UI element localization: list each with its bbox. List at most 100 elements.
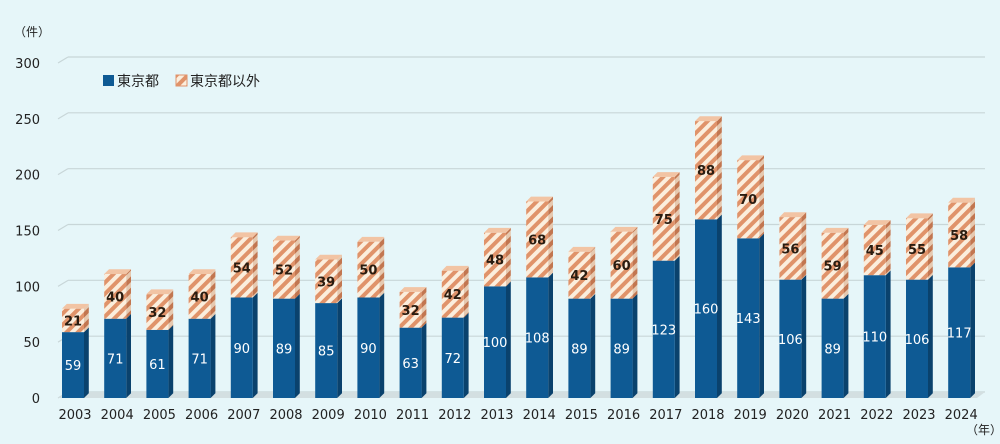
bar-segment-tokyo [863, 275, 886, 398]
bar-segment-tokyo [273, 298, 295, 398]
bar-top [737, 155, 764, 161]
data-label: 108 [525, 332, 550, 347]
bar-top [948, 197, 975, 203]
bar-group-2024: 117 58 [947, 197, 975, 398]
data-label: 71 [107, 352, 124, 367]
bar-side [674, 172, 680, 261]
bar-side [126, 313, 131, 398]
bar-group-2005: 61 32 [146, 289, 174, 398]
bar-group-2011: 63 32 [399, 287, 427, 398]
y-tick-label: 150 [15, 225, 40, 240]
data-label: 90 [234, 342, 251, 357]
bar-segment-outside-tokyo [695, 121, 717, 220]
bar-group-2023: 106 55 [905, 213, 933, 398]
gridline-depth [57, 223, 69, 232]
bar-segment-tokyo [568, 298, 591, 398]
bar-segment-outside-tokyo [948, 202, 971, 268]
bar-side [506, 227, 511, 287]
bar-top [188, 269, 216, 275]
bar-side [379, 236, 385, 298]
bar-segment-outside-tokyo [737, 160, 760, 239]
bar-segment-outside-tokyo [441, 270, 464, 318]
bar-segment-outside-tokyo [357, 241, 380, 298]
y-tick-label: 100 [15, 280, 40, 295]
bar-group-2008: 89 52 [273, 235, 300, 398]
bar-segment-outside-tokyo [104, 274, 127, 319]
bar-side [463, 312, 469, 398]
bar-segment-outside-tokyo [863, 224, 886, 276]
legend-label-tokyo: 東京都 [117, 74, 159, 90]
bar-group-2013: 100 48 [483, 227, 511, 398]
x-tick-label: 2022 [860, 408, 893, 423]
x-tick-label: 2021 [818, 408, 851, 423]
bar-side [252, 292, 258, 398]
data-label: 45 [866, 244, 884, 259]
bar-group-2019: 143 70 [736, 155, 764, 398]
bar-top [62, 303, 89, 309]
y-tick-label: 0 [32, 392, 40, 407]
data-label: 88 [697, 164, 715, 179]
bar-top [441, 265, 469, 271]
bar-side [843, 227, 849, 299]
bar-side [168, 289, 174, 330]
bar-group-2007: 90 54 [230, 232, 258, 398]
data-label: 110 [862, 331, 887, 346]
bar-segment-tokyo [526, 277, 549, 398]
bar-side [84, 303, 89, 333]
bar-side [295, 235, 300, 299]
data-label: 160 [694, 303, 719, 318]
x-tick-label: 2009 [312, 408, 345, 423]
x-tick-label: 2023 [902, 408, 935, 423]
bar-side [759, 233, 764, 398]
data-label: 61 [149, 358, 166, 373]
bar-side [210, 269, 216, 319]
bar-side [548, 272, 553, 398]
bar-segment-outside-tokyo [273, 240, 295, 299]
bar-top [357, 236, 385, 242]
bar-segment-tokyo [146, 329, 169, 398]
bar-segment-tokyo [821, 298, 844, 398]
bar-segment-outside-tokyo [484, 232, 506, 287]
bar-side [674, 255, 680, 398]
bar-segment-tokyo [906, 279, 928, 398]
x-tick-label: 2015 [565, 408, 598, 423]
bar-side [885, 270, 891, 398]
data-label: 52 [275, 264, 293, 279]
bar-segment-tokyo [948, 267, 971, 398]
gridline-depth [57, 168, 69, 176]
bar-segment-outside-tokyo [652, 176, 675, 261]
data-label: 42 [570, 269, 588, 284]
bar-top [695, 116, 722, 122]
bar-top [568, 246, 596, 252]
bar-side [295, 293, 300, 398]
y-tick-label: 50 [23, 336, 40, 351]
bar-side [421, 322, 427, 398]
bar-top [779, 212, 807, 218]
y-axis-ticks: 0 50 100 150 200 250 300 [15, 57, 40, 407]
x-tick-label: 2014 [523, 408, 556, 423]
bar-side [970, 262, 975, 398]
bar-group-2018: 160 88 [694, 116, 722, 398]
data-label: 123 [651, 323, 676, 338]
data-label: 32 [402, 304, 420, 319]
bar-group-2004: 71 40 [104, 269, 131, 398]
y-tick-label: 300 [15, 57, 40, 72]
gridline-depth [57, 112, 69, 120]
bar-side [590, 293, 596, 398]
bar-side [337, 298, 342, 398]
bar-top [146, 289, 174, 295]
bar-top [484, 227, 511, 233]
x-tick-label: 2008 [269, 408, 302, 423]
bar-segment-tokyo [315, 303, 338, 398]
bar-side [126, 269, 131, 319]
x-tick-label: 2018 [691, 408, 724, 423]
bar-segment-outside-tokyo [610, 231, 633, 299]
x-axis-ticks: 2003 2004 2005 2006 2007 2008 2009 2010 2011 2012… [58, 408, 977, 423]
bar-side [379, 292, 385, 398]
y-tick-label: 250 [15, 113, 40, 128]
bar-segment-outside-tokyo [62, 308, 84, 333]
data-label: 59 [65, 359, 82, 374]
bar-group-2021: 89 59 [821, 227, 849, 398]
legend-swatch-tokyo [103, 75, 114, 86]
